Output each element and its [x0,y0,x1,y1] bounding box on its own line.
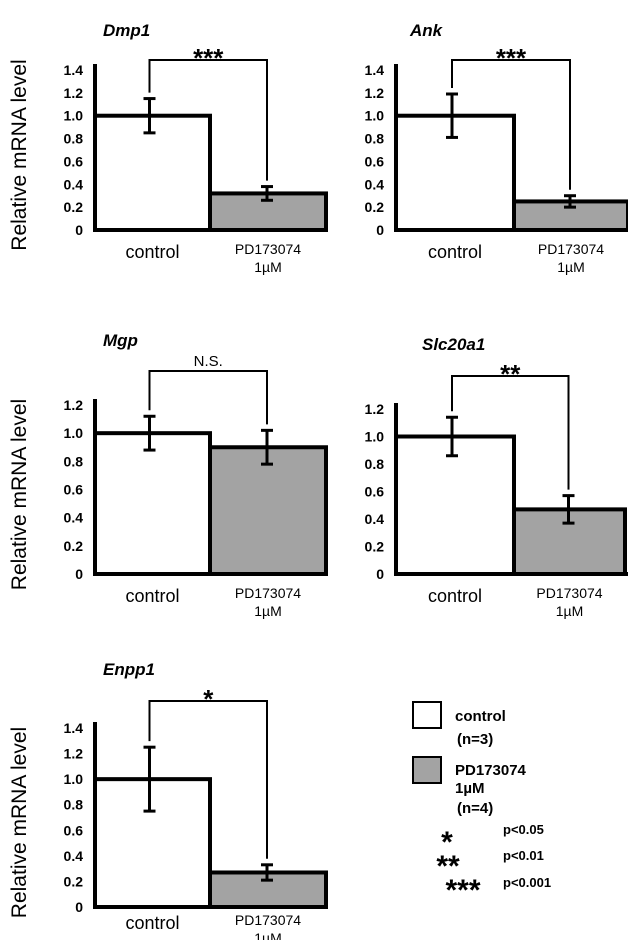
y-tick-label: 0.2 [64,538,84,554]
y-tick-label: 0.6 [64,153,84,169]
chart-title: Dmp1 [103,21,150,40]
x-category-label: 1µM [254,603,282,619]
legend-treated-unit: 1µM [455,780,484,797]
chart-panel-1: Dmp1 Relative mRNA level 0 0.2 0.4 0.6 0.8 1.0 1… [8,21,328,275]
x-category-label: PD173074 [235,912,301,928]
significance-label: *** [193,43,224,73]
y-tick-label: 0.6 [64,822,84,838]
legend: control (n=3) PD173074 1µM (n=4) * p<0.0… [412,701,551,907]
chart-title: Slc20a1 [422,335,485,354]
y-tick-label: 0.2 [365,199,385,215]
significance-bracket [148,59,268,181]
y-tick-label: 1.2 [365,401,385,417]
bar-control [394,434,516,576]
significance-bracket [148,370,268,425]
bar-treated [208,445,328,576]
x-category-label: 1µM [254,930,282,940]
y-tick-label: 0 [75,222,83,238]
y-tick-label: 0.6 [365,484,385,500]
y-tick-label: 0.8 [365,456,385,472]
y-tick-label: 0.8 [64,131,84,147]
y-tick-label: 0.4 [64,510,84,526]
chart-title: Ank [409,21,444,40]
significance-bracket [148,700,268,859]
y-tick-label: 0.2 [64,199,84,215]
legend-control-n: (n=3) [457,731,493,748]
y-axis-label: Relative mRNA level [8,399,31,590]
chart-panel-4: Slc20a1 0 0.2 0.4 0.6 0.8 1.0 1.2 ** control PD173… [365,335,628,619]
y-tick-label: 1.2 [64,746,84,762]
significance-label: * [203,684,214,714]
x-category-label: 1µM [557,259,585,275]
y-tick-label: 1.2 [64,85,84,101]
x-category-label: control [125,913,179,933]
legend-swatch-treated [412,756,442,784]
legend-sig-stars-1: * [441,826,453,859]
chart-title: Mgp [103,331,138,350]
legend-control-label: control [455,708,506,725]
legend-treated-n: (n=4) [457,800,493,817]
y-tick-label: 0.6 [365,153,385,169]
chart-panel-3: Mgp Relative mRNA level 0 0.2 0.4 0.6 0.8 1.0 1.… [8,331,328,619]
y-axis-label: Relative mRNA level [8,727,31,918]
x-category-label: PD173074 [536,585,602,601]
x-category-label: PD173074 [235,241,301,257]
y-tick-label: 1.0 [64,425,84,441]
y-tick-label: 1.0 [365,108,385,124]
significance-bracket [451,375,570,490]
y-tick-label: 0.2 [64,873,84,889]
x-category-label: control [428,242,482,262]
legend-treated-label: PD173074 [455,762,527,779]
y-tick-label: 1.0 [64,108,84,124]
chart-panel-2: Ank 0 0.2 0.4 0.6 0.8 1.0 1.2 1.4 *** control PD173… [365,21,628,275]
y-tick-label: 0.8 [365,131,385,147]
legend-sig-stars-2: ** [436,850,460,883]
y-tick-label: 1.0 [64,771,84,787]
y-tick-label: 1.4 [64,720,84,736]
legend-sig-stars-3: *** [445,874,480,907]
bar-control [394,113,516,232]
y-tick-label: 0 [376,222,384,238]
y-tick-label: 1.4 [64,62,84,78]
significance-label: *** [496,43,527,73]
y-axis-label: Relative mRNA level [8,59,31,250]
x-category-label: control [125,586,179,606]
y-tick-label: 0.4 [64,176,84,192]
bar-control [93,431,212,576]
x-category-label: 1µM [556,603,584,619]
x-category-label: control [125,242,179,262]
y-tick-label: 1.2 [64,397,84,413]
significance-label: ** [500,359,521,389]
chart-title: Enpp1 [103,660,155,679]
y-tick-label: 0 [75,566,83,582]
legend-sig-p-2: p<0.01 [503,848,544,863]
y-tick-label: 0.6 [64,482,84,498]
y-tick-label: 0.4 [64,848,84,864]
y-tick-label: 0 [75,899,83,915]
y-tick-label: 0.4 [365,511,385,527]
chart-panels: Dmp1 Relative mRNA level 0 0.2 0.4 0.6 0.8 1.0 1… [8,21,628,940]
legend-swatch-control [412,701,442,729]
x-category-label: control [428,586,482,606]
y-tick-label: 1.0 [365,429,385,445]
y-tick-label: 0.2 [365,539,385,555]
chart-panel-5: Enpp1 Relative mRNA level 0 0.2 0.4 0.6 0.8 1.0… [8,660,328,940]
legend-sig-p-3: p<0.001 [503,875,551,890]
y-tick-label: 0 [376,566,384,582]
y-tick-label: 0.8 [64,453,84,469]
y-tick-label: 1.2 [365,85,385,101]
y-tick-label: 0.8 [64,797,84,813]
x-category-label: PD173074 [538,241,604,257]
significance-bracket [451,59,571,190]
significance-label: N.S. [194,353,223,370]
x-category-label: PD173074 [235,585,301,601]
bar-control [93,777,212,910]
legend-sig-p-1: p<0.05 [503,822,544,837]
y-tick-label: 0.4 [365,176,385,192]
y-tick-label: 1.4 [365,62,385,78]
x-category-label: 1µM [254,259,282,275]
